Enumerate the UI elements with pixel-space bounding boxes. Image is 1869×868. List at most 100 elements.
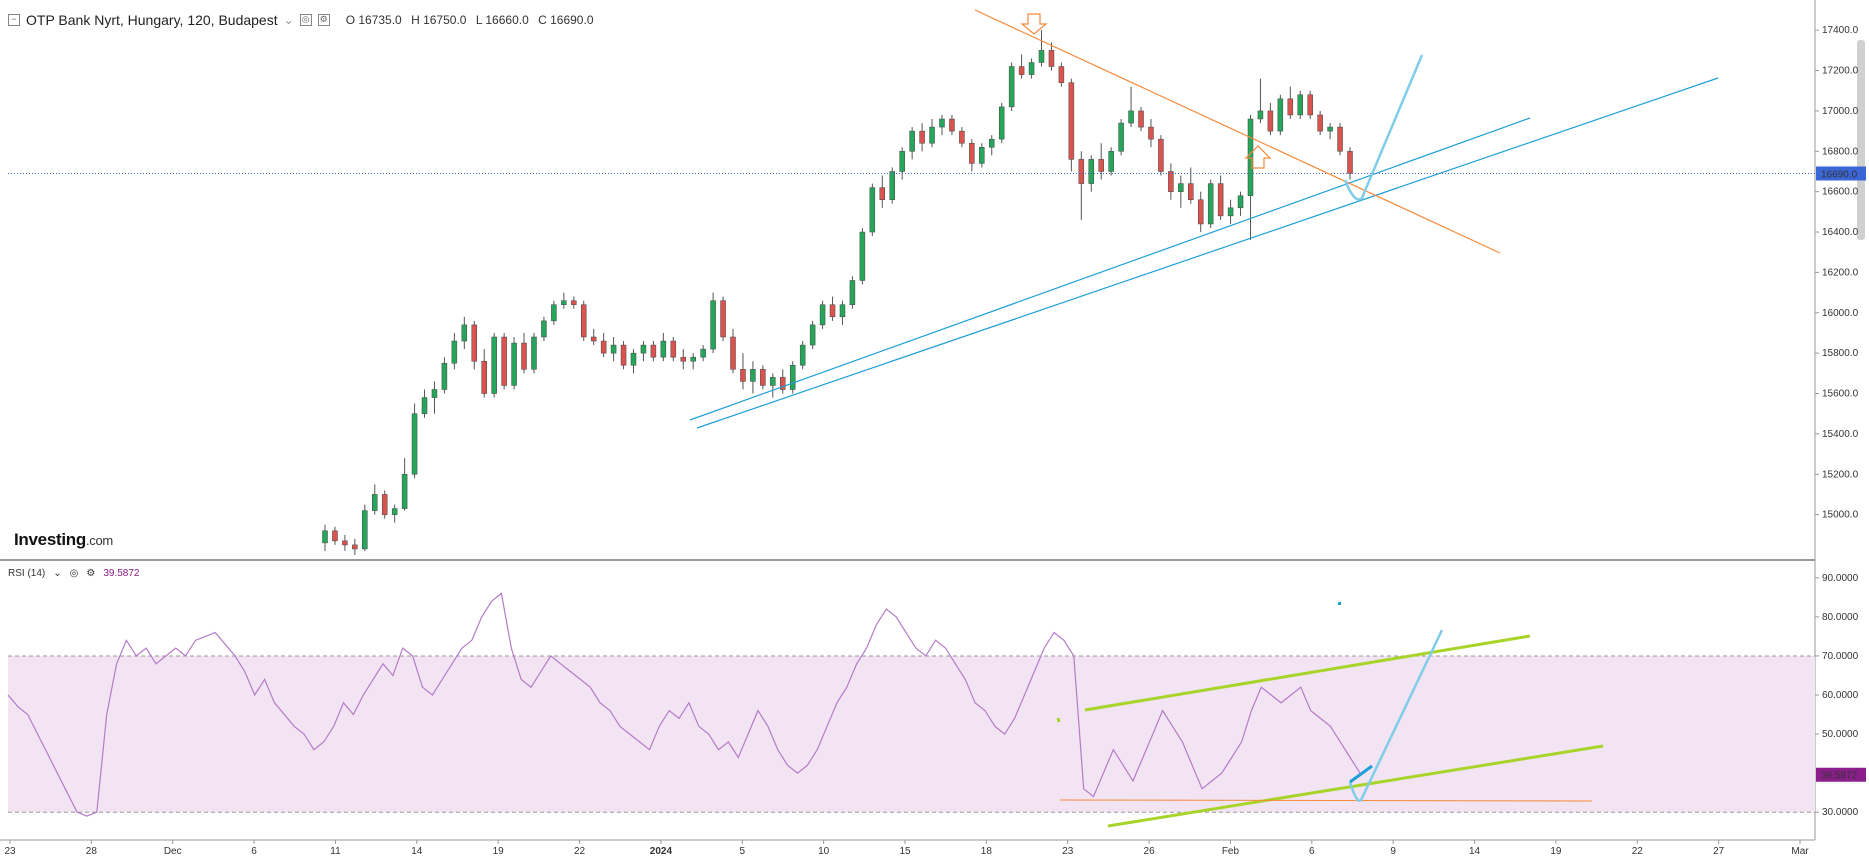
price-tick-label: 16200.0: [1822, 267, 1859, 278]
time-tick-label: 14: [1469, 846, 1481, 857]
candle-body: [441, 362, 448, 390]
ohlc-low: L 16660.0: [475, 13, 529, 27]
candle-body: [1158, 138, 1164, 172]
candle-body: [1237, 195, 1244, 209]
time-tick-label: 6: [251, 846, 257, 857]
time-tick-label: 6: [1309, 846, 1315, 857]
candle-body: [829, 304, 836, 318]
last-price-tag: [1816, 166, 1866, 181]
last-price-label: 16690.0: [1821, 170, 1858, 181]
candle-body: [1088, 159, 1095, 184]
candle-body: [770, 377, 776, 386]
candle-body: [352, 544, 358, 550]
time-tick-label: 19: [1550, 846, 1562, 857]
candle-body: [1267, 110, 1274, 132]
rsi-blue-dot: [1338, 602, 1341, 605]
ohlc-open: O 16735.0: [345, 13, 402, 27]
rsi-last-tag: [1816, 767, 1866, 782]
time-tick-label: 11: [330, 846, 341, 857]
time-tick-label: 26: [1144, 846, 1156, 857]
time-tick-label: 23: [1062, 846, 1074, 857]
price-tick-label: 15200.0: [1822, 469, 1859, 480]
time-tick-label: 22: [1632, 846, 1644, 857]
price-tick-label: 16600.0: [1822, 187, 1859, 198]
trend-resistance-line: [974, 9, 1501, 254]
candle-body: [1018, 66, 1025, 75]
candle-body: [1188, 183, 1194, 200]
rsi-dropdown-icon[interactable]: ⌄: [53, 568, 62, 579]
rsi-green-dot: [1056, 717, 1061, 723]
candle-body: [929, 126, 935, 144]
candle-body: [1078, 159, 1085, 184]
settings-icon[interactable]: ⚙: [317, 14, 330, 26]
candle-body: [1048, 50, 1055, 67]
candle-body: [760, 369, 766, 386]
candle-body: [969, 142, 975, 164]
candle-body: [541, 320, 547, 338]
candle-body: [1307, 94, 1313, 116]
candle-body: [650, 344, 657, 358]
candle-body: [381, 494, 388, 515]
candle-body: [730, 336, 736, 370]
candle-body: [879, 187, 886, 200]
candle-body: [590, 336, 597, 342]
candle-body: [1038, 50, 1045, 63]
time-tick-label: 23: [4, 846, 16, 857]
candle-body: [610, 344, 617, 354]
price-tick-label: 15000.0: [1822, 510, 1859, 521]
candle-body: [680, 356, 687, 362]
candle-body: [988, 138, 995, 148]
candle-body: [740, 369, 746, 382]
candle-body: [720, 300, 726, 338]
rsi-support-line: [1059, 799, 1593, 802]
time-tick-label: 5: [739, 846, 745, 857]
scrollbar-thumb: [1857, 40, 1865, 240]
candle-body: [1317, 114, 1323, 132]
rsi-visibility-icon[interactable]: ◎: [69, 568, 79, 579]
candle-body: [750, 369, 756, 382]
price-tick-label: 16000.0: [1822, 308, 1859, 319]
candle-body: [491, 336, 497, 394]
rsi-tick-label: 90.0000: [1822, 573, 1859, 584]
candle-body: [1168, 171, 1174, 192]
time-tick-label: 22: [574, 846, 586, 857]
candle-body: [979, 147, 985, 164]
candle-body: [451, 340, 458, 364]
candle-body: [640, 344, 647, 354]
candle-body: [939, 118, 945, 128]
candle-body: [670, 340, 677, 358]
candle-body: [1277, 98, 1284, 132]
candle-body: [580, 304, 587, 338]
collapse-icon[interactable]: −: [8, 14, 20, 26]
rsi-tick-label: 30.0000: [1822, 807, 1859, 818]
candle-body: [1257, 110, 1264, 120]
candle-body: [1068, 82, 1075, 160]
candle-body: [501, 336, 507, 386]
logo-domain: .com: [85, 533, 113, 548]
rsi-trend-upper: [1084, 634, 1531, 712]
candle-body: [998, 106, 1005, 140]
dropdown-icon[interactable]: ⌄: [283, 13, 294, 27]
price-tick-label: 15600.0: [1822, 389, 1859, 400]
candle-body: [1128, 110, 1134, 124]
candle-body: [809, 324, 816, 346]
time-tick-label: 9: [1390, 846, 1396, 857]
candle-body: [461, 324, 468, 342]
candle-body: [600, 340, 607, 354]
candle-body: [700, 348, 706, 358]
candle-body: [481, 360, 487, 394]
candle-body: [1108, 151, 1114, 172]
visibility-icon[interactable]: ◎: [299, 14, 312, 26]
rsi-value: 39.5872: [103, 568, 140, 579]
price-tick-label: 17400.0: [1822, 25, 1859, 36]
candle-body: [471, 324, 478, 362]
time-tick-label: 10: [818, 846, 830, 857]
time-tick-label: 28: [86, 846, 98, 857]
rsi-tick-label: 80.0000: [1822, 612, 1859, 623]
candle-body: [1058, 66, 1065, 83]
time-tick-label: 18: [981, 846, 993, 857]
candle-body: [1337, 126, 1343, 152]
candle-body: [799, 344, 806, 366]
rsi-settings-icon[interactable]: ⚙: [86, 568, 96, 579]
candle-body: [1138, 110, 1144, 128]
